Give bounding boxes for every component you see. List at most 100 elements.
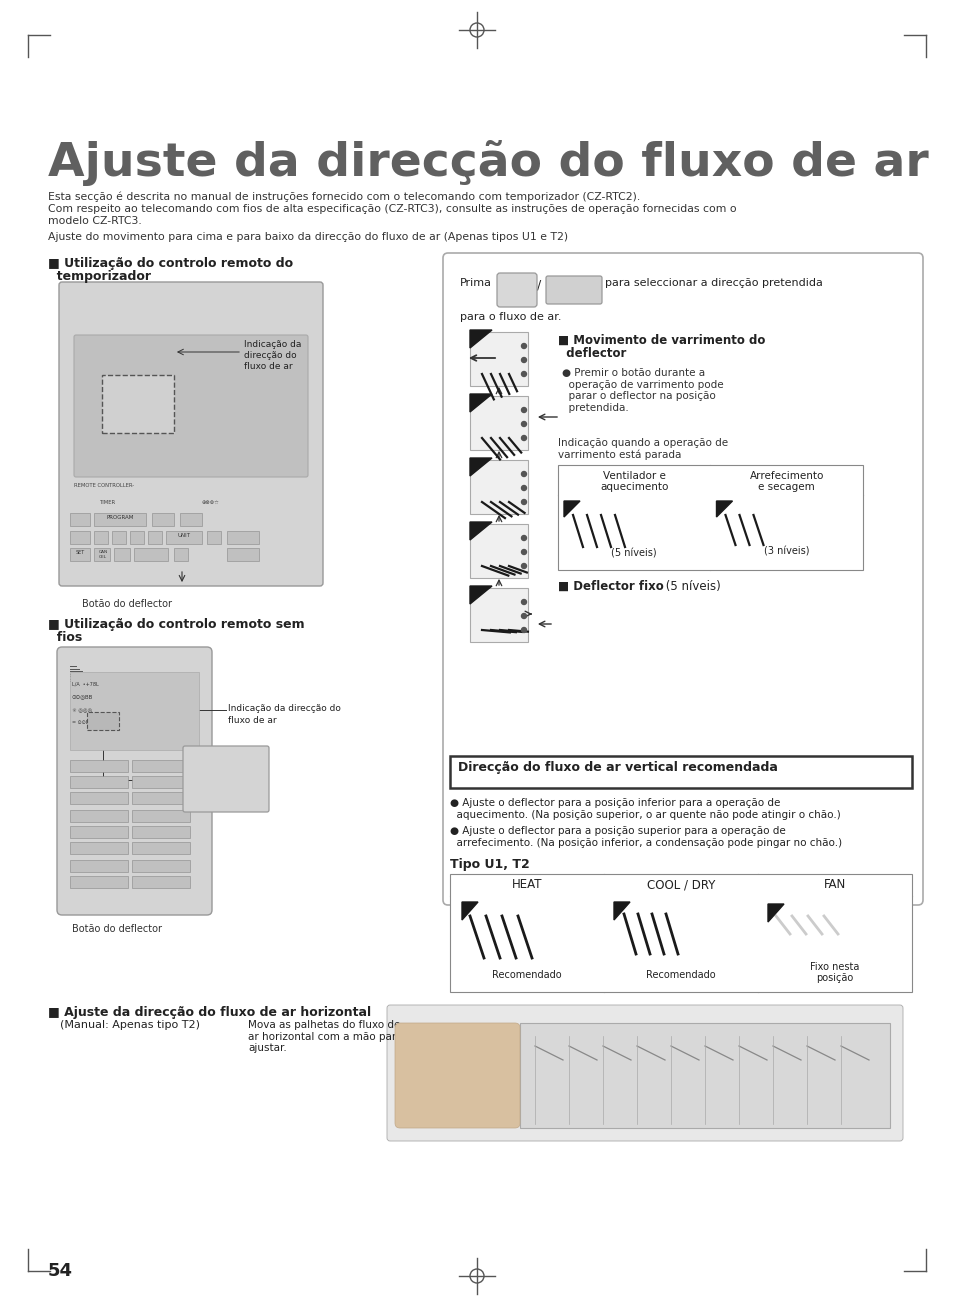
Text: fluxo de ar: fluxo de ar xyxy=(228,716,276,725)
Text: direcção do: direcção do xyxy=(244,351,296,360)
Bar xyxy=(207,532,221,545)
Bar xyxy=(558,465,862,569)
FancyBboxPatch shape xyxy=(395,1023,519,1128)
Circle shape xyxy=(258,485,265,490)
Polygon shape xyxy=(563,502,579,517)
FancyBboxPatch shape xyxy=(497,273,537,307)
FancyBboxPatch shape xyxy=(442,253,923,905)
Circle shape xyxy=(521,614,526,619)
Text: Indicação quando a operação de
varrimento está parada: Indicação quando a operação de varriment… xyxy=(558,438,727,460)
Text: FAN: FAN xyxy=(823,878,845,891)
Bar xyxy=(470,524,527,579)
Circle shape xyxy=(567,282,576,290)
Bar xyxy=(102,375,173,434)
Text: arrefecimento. (Na posição inferior, a condensação pode pingar no chão.): arrefecimento. (Na posição inferior, a c… xyxy=(450,838,841,848)
Bar xyxy=(94,549,110,562)
Circle shape xyxy=(521,422,526,427)
Text: fluxo de ar: fluxo de ar xyxy=(244,362,293,371)
Text: Fixo nesta: Fixo nesta xyxy=(809,963,859,972)
Bar xyxy=(552,282,565,294)
Polygon shape xyxy=(470,458,492,475)
Text: CAN
CEL: CAN CEL xyxy=(99,550,108,559)
Text: = ⊙⊙BB: = ⊙⊙BB xyxy=(71,720,92,725)
Bar xyxy=(70,859,128,872)
Text: ■ Ajuste da direcção do fluxo de ar horizontal: ■ Ajuste da direcção do fluxo de ar hori… xyxy=(48,1006,371,1019)
Circle shape xyxy=(521,371,526,376)
Circle shape xyxy=(125,883,143,901)
Circle shape xyxy=(205,757,249,801)
Circle shape xyxy=(521,471,526,477)
Text: HEAT: HEAT xyxy=(511,878,541,891)
Circle shape xyxy=(507,281,525,299)
Bar xyxy=(133,549,168,562)
Circle shape xyxy=(521,486,526,491)
Circle shape xyxy=(117,875,151,909)
Bar xyxy=(132,810,190,821)
Circle shape xyxy=(629,525,632,529)
FancyBboxPatch shape xyxy=(59,282,323,586)
Bar xyxy=(450,756,911,788)
Bar xyxy=(470,332,527,387)
Text: UNIT: UNIT xyxy=(177,533,191,538)
Bar xyxy=(519,1023,889,1128)
Circle shape xyxy=(512,285,521,295)
Polygon shape xyxy=(614,902,629,919)
Circle shape xyxy=(689,929,693,932)
Text: COOL / DRY: COOL / DRY xyxy=(646,878,715,891)
Circle shape xyxy=(773,524,776,526)
Text: Botão do deflector: Botão do deflector xyxy=(71,925,162,934)
Text: aquecimento. (Na posição superior, o ar quente não pode atingir o chão.): aquecimento. (Na posição superior, o ar … xyxy=(450,810,840,820)
FancyBboxPatch shape xyxy=(57,646,212,916)
Circle shape xyxy=(521,407,526,413)
Bar xyxy=(94,532,108,545)
Text: ■ Movimento de varrimento do: ■ Movimento de varrimento do xyxy=(558,334,764,347)
Text: Direcção do fluxo de ar vertical recomendada: Direcção do fluxo de ar vertical recomen… xyxy=(457,761,777,774)
Circle shape xyxy=(763,524,766,526)
Text: Botão do deflector: Botão do deflector xyxy=(82,599,172,609)
Circle shape xyxy=(521,599,526,605)
Text: ■ Deflector fixo: ■ Deflector fixo xyxy=(558,580,663,593)
Bar xyxy=(152,513,173,526)
Text: Ventilador e: Ventilador e xyxy=(602,471,665,481)
Bar xyxy=(148,532,162,545)
Text: modelo CZ-RTC3.: modelo CZ-RTC3. xyxy=(48,215,142,226)
Circle shape xyxy=(533,934,537,938)
Text: Recomendado: Recomendado xyxy=(645,970,715,980)
Polygon shape xyxy=(470,330,492,347)
Text: e secagem: e secagem xyxy=(758,482,814,492)
Text: Indicação da: Indicação da xyxy=(244,340,301,349)
Bar xyxy=(94,513,146,526)
Text: Recomendado: Recomendado xyxy=(492,970,561,980)
Circle shape xyxy=(521,499,526,504)
Text: Com respeito ao telecomando com fios de alta especificação (CZ-RTC3), consulte a: Com respeito ao telecomando com fios de … xyxy=(48,204,736,214)
Bar xyxy=(132,791,190,804)
Bar xyxy=(70,810,128,821)
Circle shape xyxy=(521,358,526,363)
Text: SET: SET xyxy=(76,550,85,555)
Bar xyxy=(70,532,90,545)
Bar xyxy=(70,776,128,788)
FancyBboxPatch shape xyxy=(545,276,601,304)
Circle shape xyxy=(521,627,526,632)
Circle shape xyxy=(521,550,526,555)
Polygon shape xyxy=(470,522,492,539)
Polygon shape xyxy=(767,904,783,922)
Text: posição: posição xyxy=(816,973,853,983)
Text: ☼ ◎◎◎: ☼ ◎◎◎ xyxy=(71,708,92,713)
Bar xyxy=(450,874,911,993)
FancyBboxPatch shape xyxy=(74,336,308,477)
Circle shape xyxy=(681,929,685,932)
Text: REMOTE CONTROLLER-: REMOTE CONTROLLER- xyxy=(74,483,134,488)
Bar xyxy=(470,588,527,643)
Text: Tipo U1, T2: Tipo U1, T2 xyxy=(450,858,529,871)
Polygon shape xyxy=(470,586,492,603)
Text: (Manual: Apenas tipo T2): (Manual: Apenas tipo T2) xyxy=(60,1020,200,1030)
Text: (3 níveis): (3 níveis) xyxy=(763,547,809,556)
Text: para o fluxo de ar.: para o fluxo de ar. xyxy=(459,312,561,323)
Text: L/A  •+78L: L/A •+78L xyxy=(71,682,99,687)
Circle shape xyxy=(456,1032,476,1053)
Bar xyxy=(70,791,128,804)
Text: Indicação da direcção do: Indicação da direcção do xyxy=(228,704,340,713)
Bar xyxy=(113,549,130,562)
Text: ■ Utilização do controlo remoto do: ■ Utilização do controlo remoto do xyxy=(48,257,293,270)
